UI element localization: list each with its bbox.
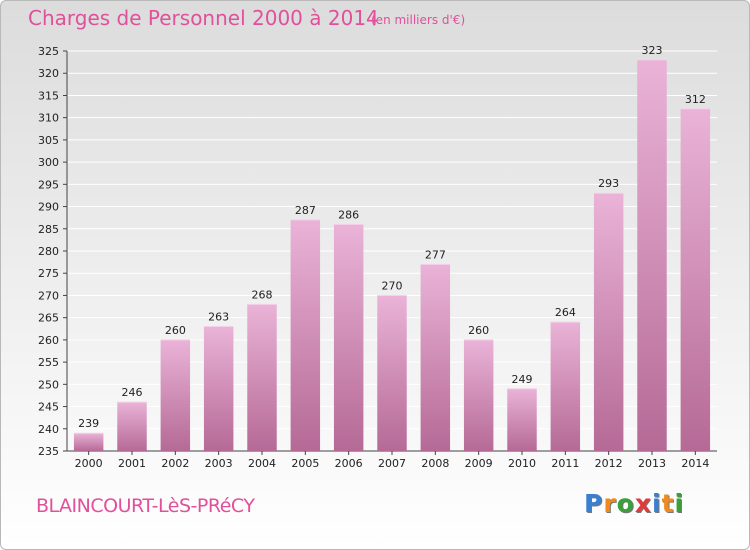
- data-label-2001: 246: [122, 386, 143, 399]
- bar-2012: [593, 193, 624, 451]
- logo-letter: t: [661, 489, 675, 518]
- logo-letter: i: [652, 489, 662, 518]
- x-tick-label: 2014: [681, 457, 709, 470]
- y-tick-label: 315: [38, 89, 59, 102]
- data-label-2006: 286: [338, 208, 359, 221]
- data-label-2004: 268: [252, 288, 273, 301]
- y-tick-label: 270: [38, 289, 59, 302]
- logo-letter: x: [634, 489, 652, 518]
- y-tick-label: 265: [38, 312, 59, 325]
- y-tick-label: 245: [38, 401, 59, 414]
- bar-2009: [463, 339, 494, 451]
- x-tick-label: 2010: [508, 457, 536, 470]
- data-label-2009: 260: [468, 324, 489, 337]
- x-tick-label: 2001: [118, 457, 146, 470]
- chart-subtitle: (en milliers d'€): [371, 13, 466, 27]
- y-tick-label: 255: [38, 356, 59, 369]
- bar-2004: [247, 304, 277, 451]
- y-tick-label: 280: [38, 245, 59, 258]
- y-tick-label: 240: [38, 423, 59, 436]
- y-tick-label: 285: [38, 223, 59, 236]
- x-tick-label: 2007: [378, 457, 406, 470]
- y-tick-label: 260: [38, 334, 59, 347]
- y-tick-label: 250: [38, 378, 59, 391]
- bar-2013: [637, 59, 667, 452]
- bar-2006: [333, 224, 364, 451]
- x-tick-label: 2012: [595, 457, 623, 470]
- y-tick-label: 310: [38, 112, 59, 125]
- y-tick-label: 300: [38, 156, 59, 169]
- data-label-2005: 287: [295, 204, 316, 217]
- bar-2010: [507, 388, 537, 451]
- y-tick-label: 290: [38, 201, 59, 214]
- bar-2008: [420, 264, 451, 451]
- data-label-2003: 263: [208, 311, 229, 324]
- x-tick-label: 2009: [465, 457, 493, 470]
- bar-2011: [550, 322, 581, 451]
- x-tick-label: 2002: [161, 457, 189, 470]
- logo-letter: r: [603, 489, 617, 518]
- y-tick-label: 235: [38, 445, 59, 458]
- y-tick-label: 275: [38, 267, 59, 280]
- x-tick-label: 2013: [638, 457, 666, 470]
- data-label-2012: 293: [598, 177, 619, 190]
- data-label-2008: 277: [425, 248, 446, 261]
- data-label-2011: 264: [555, 306, 576, 319]
- bar-2000: [73, 433, 104, 451]
- data-label-2002: 260: [165, 324, 186, 337]
- data-label-2000: 239: [78, 417, 99, 430]
- x-tick-label: 2006: [335, 457, 363, 470]
- bar-2014: [680, 108, 711, 452]
- data-label-2013: 323: [642, 44, 663, 57]
- bar-2002: [160, 339, 191, 451]
- bar-2003: [203, 326, 234, 451]
- data-label-2010: 249: [512, 373, 533, 386]
- data-label-2007: 270: [382, 279, 403, 292]
- x-tick-label: 2008: [421, 457, 449, 470]
- bar-2005: [290, 219, 321, 451]
- y-tick-label: 325: [38, 45, 59, 58]
- x-tick-label: 2011: [551, 457, 579, 470]
- x-tick-label: 2005: [291, 457, 319, 470]
- data-label-2014: 312: [685, 93, 706, 106]
- y-tick-label: 295: [38, 178, 59, 191]
- bar-2001: [117, 402, 147, 451]
- x-tick-label: 2003: [205, 457, 233, 470]
- proxiti-logo: Proxiti: [584, 489, 684, 518]
- logo-letter: P: [584, 489, 604, 518]
- y-tick-label: 320: [38, 67, 59, 80]
- logo-letter: i: [674, 489, 685, 518]
- chart-title: Charges de Personnel 2000 à 2014: [28, 6, 379, 30]
- x-tick-label: 2000: [75, 457, 103, 470]
- logo-letter: o: [616, 489, 635, 518]
- x-tick-label: 2004: [248, 457, 276, 470]
- bar-2007: [377, 295, 407, 451]
- commune-name: BLAINCOURT-LèS-PRéCY: [36, 495, 255, 517]
- y-tick-label: 305: [38, 134, 59, 147]
